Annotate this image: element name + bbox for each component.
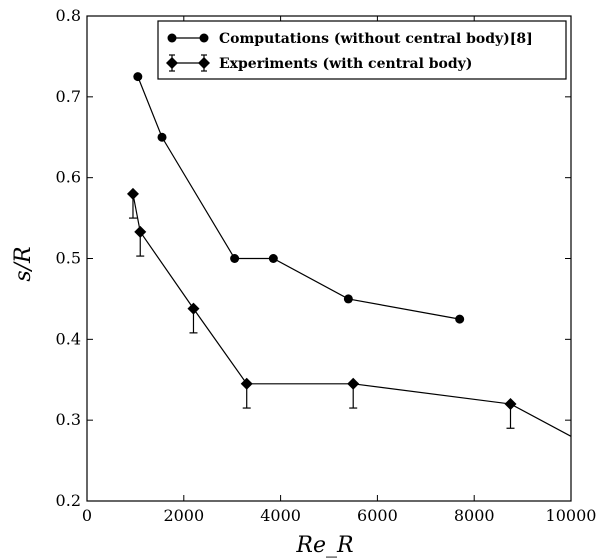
y-tick-label: 0.2: [56, 491, 81, 510]
legend-label-computations: Computations (without central body)[8]: [219, 31, 533, 47]
x-tick-label: 8000: [454, 506, 495, 525]
x-tick-label: 6000: [357, 506, 398, 525]
x-axis-label: Re_R: [295, 533, 353, 558]
plot-inner: [126, 72, 571, 437]
x-tick-label: 2000: [163, 506, 204, 525]
legend: Computations (without central body)[8] Ex…: [157, 20, 567, 80]
axes: 0 2000 4000 6000 8000 10000 0.2 0.3 0.4 0.5 0.6 0.7…: [56, 6, 597, 525]
legend-marker-experiments: [166, 57, 178, 69]
y-tick-label: 0.6: [56, 168, 81, 187]
axes-frame: [86, 15, 572, 502]
legend-marker-computations: [167, 33, 177, 43]
series-experiments-point: [504, 398, 517, 410]
y-tick-label: 0.3: [56, 410, 81, 429]
legend-box: [157, 20, 567, 80]
x-tick-label: 0: [82, 506, 92, 525]
series-computations-point: [268, 254, 278, 263]
legend-marker-experiments: [198, 57, 210, 69]
series-computations-line: [137, 76, 460, 320]
series-experiments-line: [132, 193, 571, 437]
y-tick-label: 0.8: [56, 6, 81, 25]
series-experiments-point: [134, 225, 147, 238]
series-experiments-point: [126, 187, 139, 200]
y-axis-label: s/R: [11, 246, 36, 281]
legend-marker-computations: [199, 33, 209, 43]
series-experiments-point: [347, 377, 360, 390]
series-computations-point: [343, 294, 353, 304]
x-tick-label: 4000: [260, 506, 301, 525]
y-tick-label: 0.4: [56, 329, 81, 348]
plot-area: [126, 72, 571, 437]
series-computations-point: [230, 254, 240, 263]
x-tick-label: 10000: [546, 506, 597, 525]
series-computations-point: [455, 314, 465, 324]
series-computations-point: [133, 72, 143, 82]
series-experiments-point: [187, 302, 200, 315]
series-experiments-point: [240, 377, 253, 390]
legend-label-experiments: Experiments (with central body): [219, 56, 472, 72]
y-tick-label: 0.5: [56, 249, 81, 268]
y-tick-label: 0.7: [56, 87, 81, 106]
series-computations-point: [157, 132, 167, 142]
